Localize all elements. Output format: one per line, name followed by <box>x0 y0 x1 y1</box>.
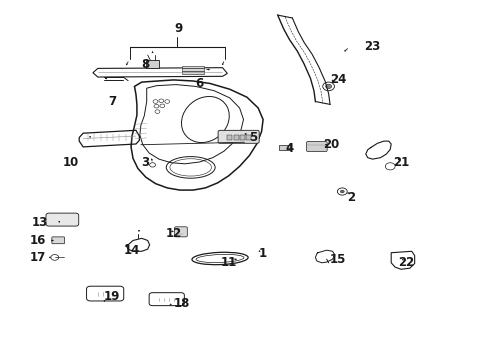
FancyBboxPatch shape <box>218 130 259 143</box>
Bar <box>278 145 290 150</box>
Bar <box>227 135 232 140</box>
Text: 22: 22 <box>397 256 413 269</box>
Bar <box>182 68 203 71</box>
Text: 9: 9 <box>174 22 182 35</box>
Text: 20: 20 <box>323 138 339 150</box>
Bar <box>233 135 238 140</box>
FancyBboxPatch shape <box>174 227 187 237</box>
Bar <box>182 71 203 74</box>
Text: 5: 5 <box>249 131 257 144</box>
FancyBboxPatch shape <box>52 237 64 244</box>
Text: 19: 19 <box>103 291 120 303</box>
Text: 14: 14 <box>123 244 140 257</box>
Text: 10: 10 <box>62 156 79 169</box>
Bar <box>246 135 251 140</box>
Circle shape <box>325 84 331 89</box>
Text: 13: 13 <box>32 216 48 229</box>
Text: 7: 7 <box>108 95 116 108</box>
Text: 1: 1 <box>259 247 266 260</box>
Text: 11: 11 <box>220 256 237 269</box>
Bar <box>240 135 244 140</box>
Text: 8: 8 <box>142 58 149 71</box>
Text: 23: 23 <box>364 40 380 53</box>
Text: 4: 4 <box>285 142 293 155</box>
Circle shape <box>340 190 344 193</box>
Text: 2: 2 <box>346 191 354 204</box>
Text: 6: 6 <box>195 77 203 90</box>
Text: 24: 24 <box>329 73 346 86</box>
FancyBboxPatch shape <box>46 213 79 226</box>
Text: 17: 17 <box>30 251 46 264</box>
FancyBboxPatch shape <box>306 141 326 152</box>
Text: 3: 3 <box>142 156 149 169</box>
Text: 21: 21 <box>392 156 408 169</box>
Text: 18: 18 <box>173 297 190 310</box>
Bar <box>145 60 159 68</box>
Bar <box>182 66 203 68</box>
Text: 12: 12 <box>165 227 182 240</box>
Text: 16: 16 <box>30 234 46 247</box>
Text: 15: 15 <box>328 253 345 266</box>
